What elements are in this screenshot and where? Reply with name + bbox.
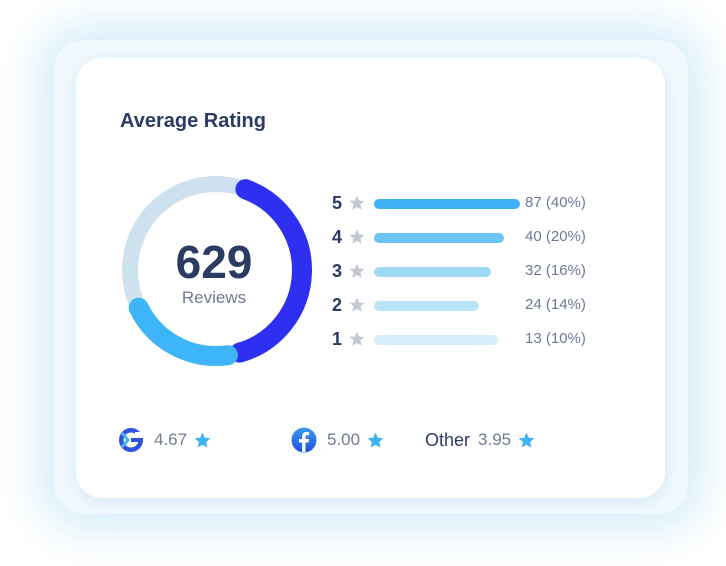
star-icon [349, 195, 365, 210]
rating-bar [374, 267, 520, 277]
rating-row-3: 3 32 (16%) [332, 260, 612, 284]
rating-level: 5 [332, 193, 343, 213]
star-icon [349, 297, 365, 312]
reviews-donut [122, 176, 312, 366]
source-rating: 4.67 [154, 430, 188, 449]
rating-row-5: 5 87 (40%) [332, 192, 612, 216]
rating-card [76, 58, 665, 498]
total-reviews-caption: Reviews [181, 288, 247, 307]
source-rating: 3.95 [478, 430, 512, 449]
source-other: Other 3.95 [425, 426, 536, 454]
rating-level: 2 [332, 295, 343, 315]
rating-bar [374, 233, 520, 243]
donut-center: 629 Reviews [116, 236, 312, 308]
rating-level: 4 [332, 227, 343, 247]
source-rating: 5.00 [327, 430, 361, 449]
rating-row-1: 1 13 (10%) [332, 328, 612, 352]
source-name: Other [425, 429, 471, 450]
rating-bar [374, 199, 520, 209]
rating-bar-fill [374, 301, 480, 311]
google-icon [119, 428, 144, 452]
rating-bar-fill [374, 267, 491, 277]
rating-level: 3 [332, 261, 343, 281]
rating-level: 1 [332, 329, 343, 349]
rating-count: 24 (14%) [525, 296, 586, 313]
donut-segment-dark [229, 179, 312, 363]
rating-bar-fill [374, 233, 504, 243]
star-icon [518, 432, 535, 448]
star-icon [349, 229, 365, 244]
rating-count: 32 (16%) [525, 262, 586, 279]
rating-bar-fill [374, 199, 520, 209]
rating-bar [374, 301, 520, 311]
star-icon [349, 263, 365, 278]
rating-count: 87 (40%) [525, 194, 586, 211]
rating-bar-fill [374, 335, 499, 345]
rating-row-4: 4 40 (20%) [332, 226, 612, 250]
rating-bar [374, 335, 520, 345]
rating-count: 13 (10%) [525, 330, 586, 347]
star-icon [367, 432, 384, 448]
star-icon [194, 432, 211, 448]
source-facebook: 5.00 [291, 426, 385, 454]
star-icon [349, 331, 365, 346]
rating-row-2: 2 24 (14%) [332, 294, 612, 318]
total-reviews-count: 629 [175, 236, 253, 288]
donut-segment-light [128, 297, 238, 366]
card-title: Average Rating [120, 110, 266, 132]
rating-sources: 4.67 5.00 Other 3.95 [118, 426, 618, 454]
rating-count: 40 (20%) [525, 228, 586, 245]
facebook-icon [291, 427, 317, 453]
source-google: 4.67 [118, 426, 212, 454]
